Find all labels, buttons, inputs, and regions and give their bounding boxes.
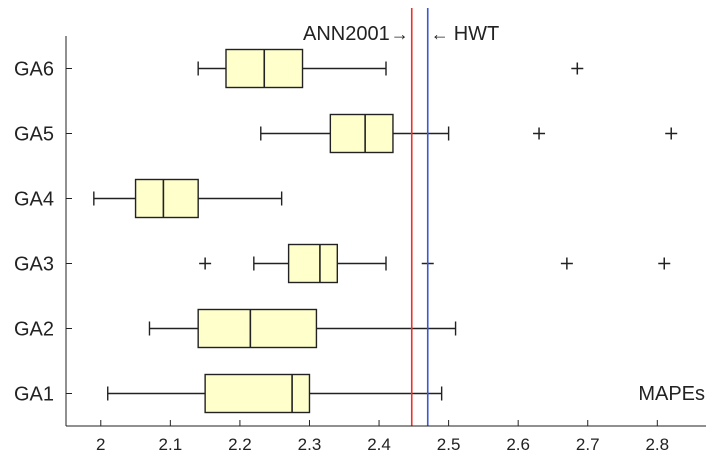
x-tick-label: 2.4 xyxy=(367,435,391,454)
x-ticks-layer: 2 2.1 2.2 2.3 2.4 2.5 2.6 2.7 2.8 xyxy=(96,420,669,454)
box-ga4 xyxy=(93,178,283,219)
box-ga3 xyxy=(199,243,671,284)
corner-label: MAPEs xyxy=(638,383,705,405)
outlier-marker xyxy=(658,257,671,270)
box-ga6 xyxy=(197,48,584,89)
outlier-marker xyxy=(533,127,546,140)
reference-label-ann2001: ANN2001 xyxy=(303,23,390,45)
y-tick-label: GA2 xyxy=(14,319,54,341)
arrow-left-icon: ← xyxy=(431,24,449,44)
x-tick-label: 2 xyxy=(96,435,105,454)
axes-layer xyxy=(65,36,706,427)
iqr-box xyxy=(329,113,394,154)
box-ga5 xyxy=(260,113,678,154)
iqr-box xyxy=(134,178,199,219)
outlier-marker xyxy=(665,127,678,140)
y-tick-label: GA4 xyxy=(14,189,54,211)
x-tick-label: 2.8 xyxy=(645,435,669,454)
y-tick-label: GA3 xyxy=(14,254,54,276)
outlier-marker xyxy=(571,62,584,75)
x-tick-label: 2.7 xyxy=(576,435,600,454)
reference-lines-layer: ANN2001 → ← HWT xyxy=(303,8,499,426)
x-tick-label: 2.3 xyxy=(298,435,322,454)
box-ga1 xyxy=(107,373,443,414)
plot-area xyxy=(66,36,706,426)
boxes-layer xyxy=(93,48,678,414)
iqr-box xyxy=(197,308,318,349)
reference-label-hwt: HWT xyxy=(454,23,500,45)
outlier-marker xyxy=(560,257,573,270)
x-tick-label: 2.6 xyxy=(506,435,530,454)
y-tick-label: GA1 xyxy=(14,384,54,406)
y-tick-label: GA6 xyxy=(14,59,54,81)
outlier-marker xyxy=(199,257,212,270)
iqr-box xyxy=(287,243,339,284)
y-tick-label: GA5 xyxy=(14,124,54,146)
arrow-right-icon: → xyxy=(391,24,409,44)
y-ticks-layer: GA1 GA2 GA3 GA4 GA5 GA6 xyxy=(14,59,72,406)
iqr-box xyxy=(204,373,311,414)
x-tick-label: 2.2 xyxy=(228,435,252,454)
x-tick-label: 2.5 xyxy=(437,435,461,454)
x-tick-label: 2.1 xyxy=(159,435,183,454)
box-ga2 xyxy=(148,308,457,349)
